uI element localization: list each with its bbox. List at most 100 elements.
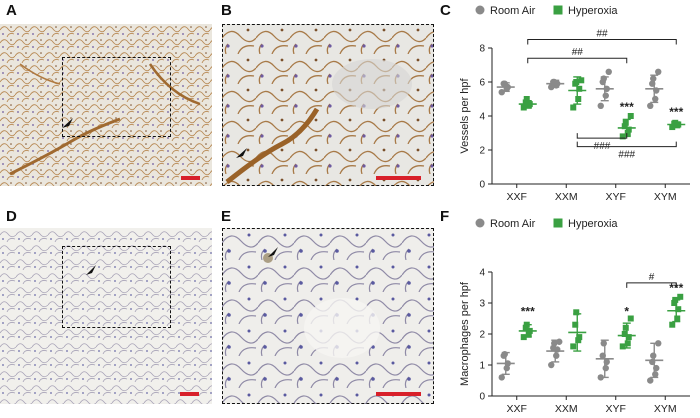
comparison-bracket: [576, 141, 677, 148]
macrophages-chart: Room Air Hyperoxia 0 1 2 3 4 Macrophages per hp…: [459, 218, 690, 415]
data-point-hyperoxia: [627, 315, 634, 322]
inset-box-d: [62, 246, 171, 328]
comparison-bracket: [527, 39, 677, 45]
data-point-hyperoxia: [672, 119, 679, 126]
scale-bar-a: [181, 176, 200, 180]
legend-marker-room-air: [475, 5, 485, 15]
data-point-hyperoxia: [624, 130, 631, 136]
y-tick-label: 1: [479, 361, 485, 372]
scale-bar-b: [376, 176, 421, 180]
panel-label-b: B: [221, 2, 232, 19]
significance-label: ***: [669, 105, 683, 119]
x-tick-label-xxf: XXF: [507, 403, 527, 415]
data-point-hyperoxia: [522, 99, 529, 106]
data-point-hyperoxia: [570, 104, 577, 111]
data-point-hyperoxia: [578, 77, 585, 84]
data-point-hyperoxia: [575, 337, 582, 344]
significance-label: ***: [669, 281, 683, 295]
x-tick-label-xxm: XXM: [555, 403, 578, 415]
micrograph-b: [222, 24, 434, 186]
data-point-room-air: [602, 364, 609, 372]
data-point-room-air: [647, 377, 654, 384]
y-tick-label: 3: [479, 299, 485, 310]
micrograph-a-image: [0, 24, 212, 186]
data-point-hyperoxia: [572, 321, 579, 328]
data-point-hyperoxia: [570, 343, 577, 350]
data-point-hyperoxia: [671, 300, 678, 306]
x-tick-label-xyf: XYF: [606, 403, 626, 415]
y-tick-label: 0: [479, 180, 485, 191]
micrograph-e-image: [222, 228, 434, 404]
data-point-room-air: [602, 92, 609, 99]
data-point-hyperoxia: [624, 340, 631, 347]
legend-label-room-air: Room Air: [490, 218, 536, 230]
inset-box-e: [222, 228, 434, 404]
data-point-room-air: [501, 80, 508, 87]
data-point-room-air: [652, 371, 659, 378]
legend-label-hyperoxia: Hyperoxia: [568, 218, 618, 230]
y-tick-label: 2: [479, 146, 485, 157]
data-point-hyperoxia: [622, 324, 629, 331]
y-tick-label: 4: [479, 268, 485, 279]
data-point-room-air: [553, 352, 560, 359]
y-tick-label: 0: [479, 392, 485, 403]
legend-marker-hyperoxia: [553, 5, 563, 15]
data-point-hyperoxia: [576, 85, 583, 92]
y-axis-label: Macrophages per hpf: [459, 281, 471, 386]
comparison-bracket: [527, 57, 628, 64]
comparison-label: ##: [596, 29, 608, 40]
comparison-label: ###: [618, 150, 635, 161]
panel-label-d: D: [6, 208, 17, 225]
significance-label: ***: [521, 304, 535, 318]
data-point-room-air: [597, 102, 604, 110]
inset-box-b: [222, 24, 434, 186]
arrowhead-icon: [62, 118, 73, 128]
data-point-room-air: [650, 352, 657, 359]
significance-label: ***: [620, 100, 634, 114]
scale-bar-e: [376, 392, 421, 396]
data-point-room-air: [655, 68, 662, 76]
data-point-hyperoxia: [619, 343, 626, 350]
data-point-hyperoxia: [621, 331, 628, 337]
x-tick-label-xxf: XXF: [507, 191, 527, 203]
data-point-hyperoxia: [573, 79, 580, 85]
data-point-hyperoxia: [675, 306, 682, 313]
arrowhead-icon: [236, 148, 247, 158]
micrograph-e: [222, 228, 434, 404]
data-point-hyperoxia: [573, 309, 580, 316]
micrograph-d: [0, 228, 212, 404]
micrograph-b-image: [222, 24, 434, 186]
panel-label-f: F: [440, 208, 450, 225]
data-point-room-air: [498, 374, 505, 381]
significance-label: *: [624, 304, 629, 318]
inset-box-a: [62, 57, 171, 137]
data-point-room-air: [548, 361, 555, 369]
panel-label-e: E: [221, 208, 232, 225]
y-axis-label: Vessels per hpf: [459, 77, 471, 153]
legend-label-room-air: Room Air: [490, 5, 536, 17]
x-tick-label-xym: XYM: [654, 403, 677, 415]
comparison-bracket: [626, 282, 677, 288]
y-tick-label: 6: [479, 78, 485, 89]
y-tick-label: 2: [479, 330, 485, 341]
data-point-hyperoxia: [627, 113, 634, 119]
data-point-hyperoxia: [669, 321, 676, 328]
data-point-room-air: [652, 95, 659, 103]
data-point-hyperoxia: [523, 96, 530, 102]
scale-bar-d: [180, 392, 199, 396]
y-tick-label: 4: [479, 112, 485, 123]
micrograph-a: [0, 24, 212, 186]
x-tick-label-xxm: XXM: [555, 191, 578, 203]
data-point-hyperoxia: [625, 126, 632, 133]
panel-label-a: A: [6, 2, 17, 19]
data-point-room-air: [605, 68, 612, 76]
data-point-room-air: [647, 102, 654, 110]
x-tick-label-xym: XYM: [654, 191, 677, 203]
data-point-hyperoxia: [674, 315, 681, 322]
data-point-hyperoxia: [622, 119, 629, 126]
vessels-chart: Room Air Hyperoxia 0 2 4 6 8 Vessels per hpf XXF…: [459, 5, 690, 203]
data-point-room-air: [650, 75, 657, 82]
data-point-hyperoxia: [522, 324, 529, 331]
data-point-hyperoxia: [625, 334, 632, 341]
y-tick-label: 8: [479, 44, 485, 55]
